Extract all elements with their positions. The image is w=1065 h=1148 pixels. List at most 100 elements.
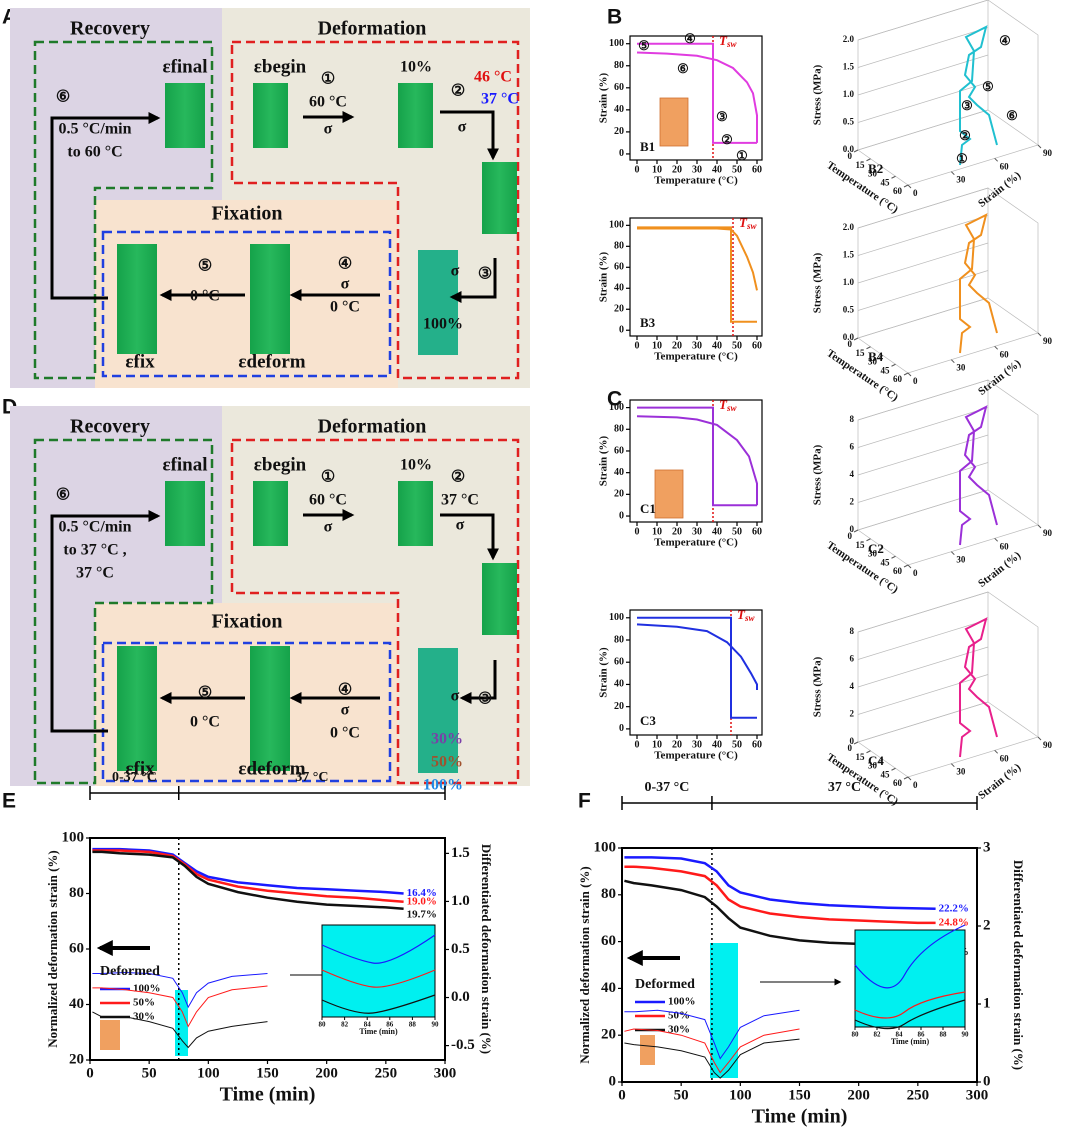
inset-tick-label: 88 xyxy=(409,1021,417,1029)
diagram-text: 30% xyxy=(431,731,463,748)
s-tick xyxy=(994,345,999,350)
sample-icon xyxy=(659,97,689,147)
diff-line xyxy=(624,1028,800,1074)
x-tick-label: 10 xyxy=(652,739,662,750)
diagram-text: σ xyxy=(324,519,333,536)
inset-curve xyxy=(321,994,436,1014)
panel-label: E xyxy=(2,790,16,813)
diagram-text: εfinal xyxy=(162,454,207,475)
diagram-text: ① xyxy=(321,71,335,88)
legend-label: 100% xyxy=(668,996,696,1008)
diagram-text: ⑥ xyxy=(56,487,70,504)
y-tick-label: 20 xyxy=(614,489,624,500)
diagram-text: εbegin xyxy=(254,56,307,77)
z-grid xyxy=(857,54,989,96)
diff-line xyxy=(624,1038,800,1079)
diagram-text: ③ xyxy=(478,266,492,283)
arrow xyxy=(459,660,497,704)
x-tick-label: 250 xyxy=(375,1065,398,1081)
diagram-text: εfix xyxy=(125,351,155,372)
t-tick xyxy=(878,355,884,358)
y-axis-label: Strain (%) xyxy=(598,251,610,302)
t-tick xyxy=(853,149,859,153)
inset-curve xyxy=(854,924,966,989)
y-tick-label: 20 xyxy=(614,126,624,137)
s-tick-label: 30 xyxy=(956,555,966,565)
inset-frame xyxy=(854,929,966,1028)
green-dashed-box xyxy=(33,438,214,785)
inset-tick-label: 80 xyxy=(319,1021,327,1029)
x-axis-label: Time (min) xyxy=(220,1084,316,1106)
z-grid xyxy=(857,489,989,531)
fixation-region xyxy=(95,200,398,388)
y-tick-label: 80 xyxy=(601,886,616,902)
x-tick-label: 150 xyxy=(788,1087,811,1103)
t-tick-label: 15 xyxy=(856,160,866,170)
stress-curve xyxy=(959,405,998,546)
t-tick xyxy=(878,759,884,762)
z-axis-label: Stress (MPa) xyxy=(812,444,824,505)
s-tick-label: 90 xyxy=(1043,528,1053,538)
diagram-text: ③ xyxy=(478,691,492,708)
diagram-text: ⑥ xyxy=(56,89,70,106)
z-axis-label: Stress (MPa) xyxy=(812,64,824,125)
x-tick-label: 20 xyxy=(672,164,682,175)
diagram-text: ② xyxy=(451,83,465,100)
arrow xyxy=(440,110,499,161)
x-tick-label: 0 xyxy=(618,1087,626,1103)
sample-block xyxy=(398,481,433,546)
diagram-text: Deformation xyxy=(318,18,427,40)
sample-block xyxy=(398,83,433,148)
sample-block xyxy=(250,244,290,354)
x-tick-label: 250 xyxy=(907,1087,930,1103)
plot-frame xyxy=(629,217,763,337)
x-axis-label: Temperature (°C) xyxy=(654,351,738,363)
end-label: 19.7% xyxy=(407,908,437,920)
y-tick-label: 40 xyxy=(601,980,616,996)
y-tick-label: 80 xyxy=(614,424,624,435)
y-tick-label: 40 xyxy=(614,104,624,115)
end-label: 16.4% xyxy=(407,887,437,899)
x-tick-label: 20 xyxy=(672,340,682,351)
plot-label: B2 xyxy=(868,161,883,176)
t-tick-label: 0 xyxy=(848,151,853,161)
s-tick xyxy=(950,763,955,768)
y2-tick-label: 3 xyxy=(983,839,991,855)
inset-label: Time (min) xyxy=(359,1027,398,1036)
x-tick-label: 10 xyxy=(652,526,662,537)
stress-curve xyxy=(959,25,998,166)
sample-block xyxy=(253,481,288,546)
end-label: 24.8% xyxy=(939,916,969,928)
legend-title: Deformed xyxy=(100,964,160,979)
diagram-text: ⑤ xyxy=(198,685,212,702)
diagram-text: σ xyxy=(341,702,350,719)
z-tick-label: 6 xyxy=(850,442,855,452)
z-tick-label: 8 xyxy=(850,414,855,424)
y2-tick-label: 2 xyxy=(983,917,991,933)
x-tick-label: 0 xyxy=(635,739,640,750)
data-line xyxy=(624,856,936,911)
s-tick-label: 30 xyxy=(956,767,966,777)
data-line xyxy=(92,847,404,895)
z-tick-label: 8 xyxy=(850,626,855,636)
y-tick-label: 40 xyxy=(614,283,624,294)
x-tick-label: 40 xyxy=(712,340,722,351)
arrow xyxy=(449,258,497,303)
t-tick xyxy=(853,337,859,341)
s-tick-label: 30 xyxy=(956,363,966,373)
diagram-text: 0.5 °C/min xyxy=(58,121,131,138)
z-tick-label: 0 xyxy=(850,524,855,534)
step-label: ⑥ xyxy=(677,61,689,76)
t-tick-label: 30 xyxy=(868,357,878,367)
diagram-text: 37 °C xyxy=(441,492,479,509)
t-tick xyxy=(866,346,871,350)
red-dashed-box xyxy=(230,40,520,380)
t-tick xyxy=(903,372,909,376)
z-grid xyxy=(857,0,989,41)
x-axis-label: Temperature (°C) xyxy=(654,537,738,549)
y-tick-label: 60 xyxy=(614,262,624,273)
diagram-text: ⑤ xyxy=(198,258,212,275)
diagram: Recovery Deformation Fixation εfinal εbegin 1… xyxy=(10,406,530,794)
t-tick xyxy=(891,175,896,179)
s-tick-label: 0 xyxy=(913,188,918,198)
